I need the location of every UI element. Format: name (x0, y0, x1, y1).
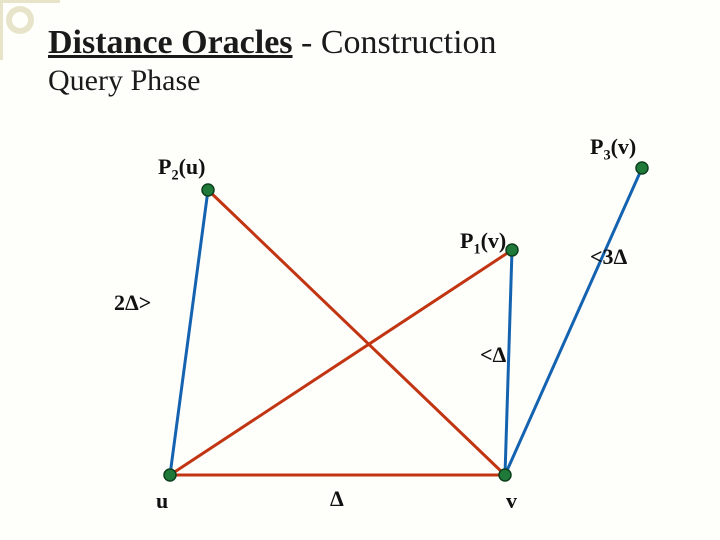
diagram-area: u v Δ 2Δ> <Δ <3Δ P1(v) P2(u) P3(v) (30, 120, 690, 520)
label-p1v-arg: (v) (481, 228, 507, 253)
label-p1v-base: P (460, 228, 473, 253)
node-v (499, 469, 511, 481)
label-p3v-sub: 3 (603, 147, 610, 163)
label-p2u-base: P (158, 154, 171, 179)
label-p1v: P1(v) (460, 228, 506, 258)
title-strong: Distance Oracles (48, 24, 293, 61)
edge-p3v-v (505, 168, 642, 475)
label-lt-delta: <Δ (480, 342, 506, 368)
label-v: v (506, 488, 517, 514)
label-p3v-base: P (590, 134, 603, 159)
title-sub: Query Phase (48, 64, 200, 97)
label-p2u: P2(u) (158, 154, 206, 184)
node-p2u (202, 184, 214, 196)
label-u: u (156, 488, 168, 514)
node-p3v (636, 162, 648, 174)
label-p3v-arg: (v) (611, 134, 637, 159)
diagram-svg (30, 120, 690, 520)
edge-u-p2u (170, 190, 208, 475)
label-lt-3delta: <3Δ (590, 244, 627, 270)
label-delta: Δ (330, 486, 344, 512)
label-p3v: P3(v) (590, 134, 636, 164)
label-p2u-arg: (u) (179, 154, 206, 179)
label-p1v-sub: 1 (473, 241, 480, 257)
slide-title: Distance Oracles - Construction Query Ph… (48, 24, 680, 98)
node-u (164, 469, 176, 481)
node-p1v (506, 244, 518, 256)
label-2delta: 2Δ> (114, 290, 151, 316)
label-p2u-sub: 2 (171, 167, 178, 183)
edge-u-p1v (170, 250, 512, 475)
title-rest: - Construction (293, 24, 497, 61)
